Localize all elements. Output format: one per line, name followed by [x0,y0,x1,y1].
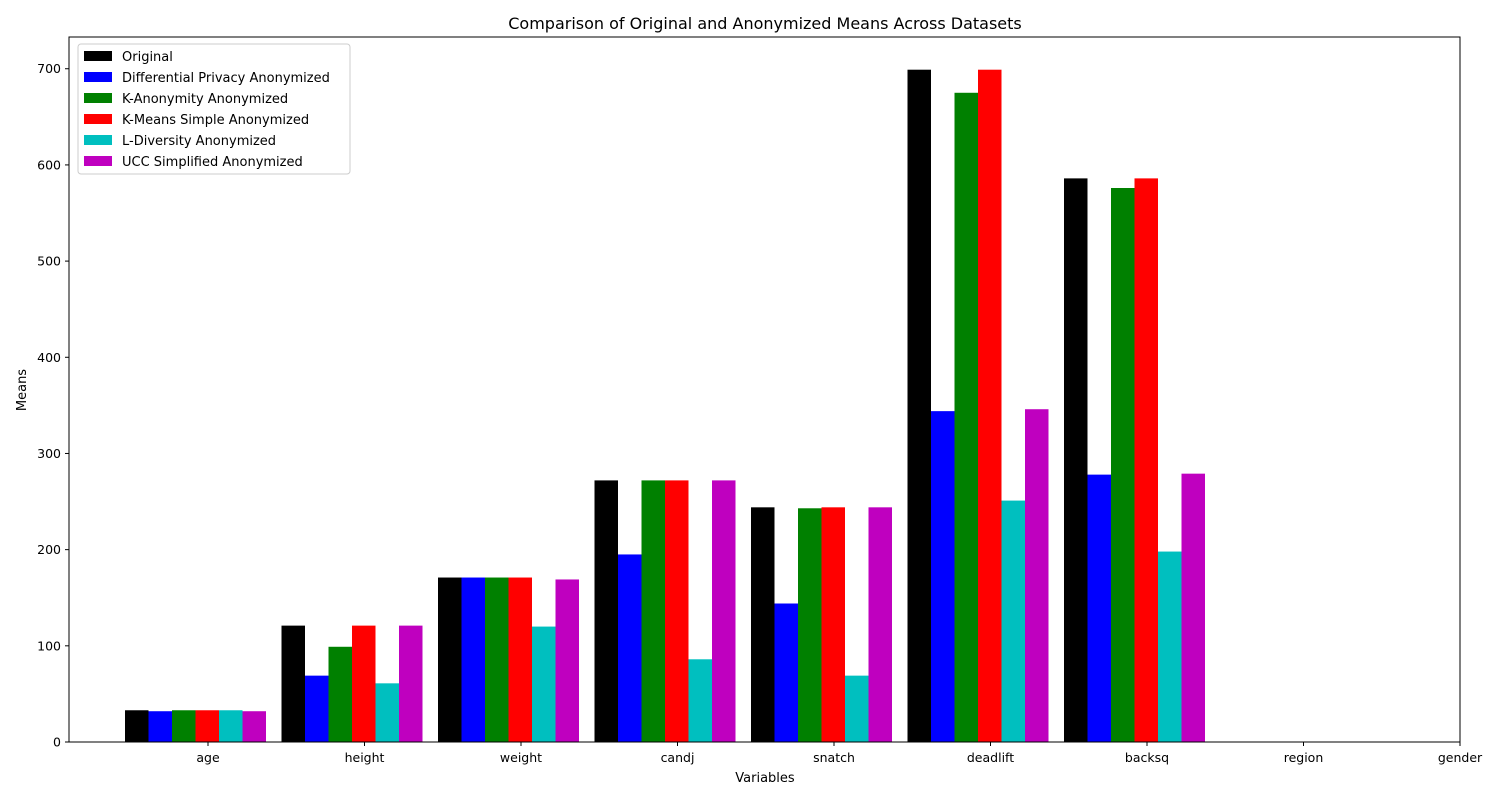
bar-weight-6 [555,579,579,742]
bar-candj-3 [641,480,665,742]
chart-title: Comparison of Original and Anonymized Me… [508,14,1022,33]
y-tick-label: 300 [37,446,61,461]
bar-deadlift-5 [1001,500,1025,742]
bar-backsq-5 [1158,551,1182,742]
legend-label: K-Anonymity Anonymized [122,92,288,107]
legend-swatch [84,135,112,145]
bar-snatch-1 [751,507,775,742]
bar-candj-1 [594,480,618,742]
bar-height-3 [328,646,352,742]
bar-weight-4 [508,577,532,742]
bar-height-6 [399,625,423,742]
bar-height-2 [305,675,329,742]
bar-snatch-4 [821,507,845,742]
y-tick-label: 600 [37,157,61,172]
bar-candj-2 [618,554,642,742]
legend-swatch [84,72,112,82]
legend-box [77,43,351,175]
bar-age-4 [195,710,219,742]
y-axis-ticks: 0 100 200 300 400 500 600 700 [37,61,69,750]
bar-weight-2 [461,577,485,742]
legend-items: Original Differential Privacy Anonymized K… [84,50,330,170]
x-axis-label: Variables [735,771,795,786]
bar-backsq-1 [1064,178,1088,742]
x-tick-label: age [196,750,220,765]
bar-backsq-4 [1134,178,1158,742]
bar-backsq-2 [1087,474,1111,742]
bar-age-5 [219,710,243,742]
bar-snatch-5 [845,675,869,742]
bar-candj-5 [688,659,712,742]
x-tick-label: weight [500,750,542,765]
bar-deadlift-6 [1025,409,1049,742]
x-tick-label: deadlift [967,750,1014,765]
bar-deadlift-1 [907,69,931,742]
plot-frame [68,36,1461,743]
x-tick-label: gender [1438,750,1483,765]
legend-swatch [84,156,112,166]
x-tick-label: height [345,750,385,765]
x-tick-label: candj [661,750,695,765]
x-tick-label: backsq [1125,750,1169,765]
bar-deadlift-3 [954,92,978,742]
bar-snatch-2 [774,603,798,742]
x-axis-ticks: age height weight candj snatch deadlift backsq… [196,742,1483,765]
bar-age-2 [148,711,172,742]
legend-label: Differential Privacy Anonymized [122,71,330,86]
y-tick-label: 200 [37,542,61,557]
y-tick-label: 400 [37,350,61,365]
bar-snatch-3 [798,508,822,742]
y-tick-label: 0 [53,735,61,750]
bar-height-4 [352,625,376,742]
x-tick-label: region [1284,750,1324,765]
legend: Original Differential Privacy Anonymized K… [77,43,351,175]
bars-group [125,69,1205,742]
bar-age-3 [172,710,196,742]
legend-label: Original [122,50,173,65]
y-tick-label: 100 [37,638,61,653]
legend-label: K-Means Simple Anonymized [122,113,309,128]
bar-age-6 [242,711,266,742]
y-tick-label: 500 [37,254,61,269]
bar-weight-1 [438,577,462,742]
bar-deadlift-2 [931,411,955,742]
bar-height-1 [281,625,305,742]
bar-weight-5 [532,626,556,742]
bar-age-1 [125,710,149,742]
legend-swatch [84,93,112,103]
bar-candj-6 [712,480,736,742]
bar-backsq-6 [1181,473,1205,742]
legend-swatch [84,114,112,124]
bar-backsq-3 [1111,188,1135,742]
bar-height-5 [375,683,399,742]
y-axis-label: Means [15,369,30,411]
bar-snatch-6 [868,507,892,742]
legend-swatch [84,51,112,61]
bar-weight-3 [485,577,509,742]
y-tick-label: 700 [37,61,61,76]
legend-label: UCC Simplified Anonymized [122,155,303,170]
legend-label: L-Diversity Anonymized [122,134,276,149]
bar-deadlift-4 [978,69,1002,742]
bar-candj-4 [665,480,689,742]
x-tick-label: snatch [813,750,855,765]
